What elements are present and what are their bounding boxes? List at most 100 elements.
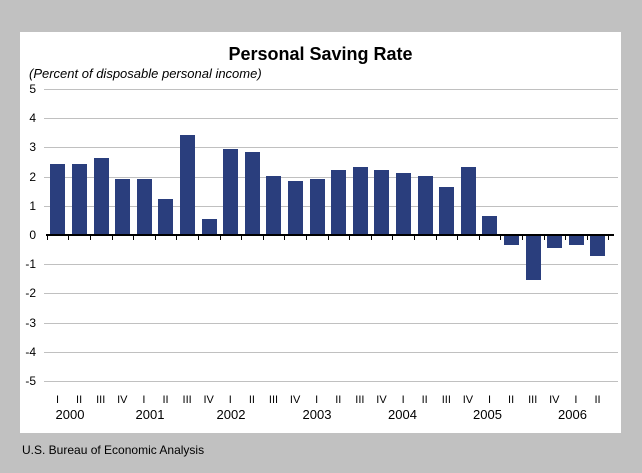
quarter-tick-label: II [421,394,428,406]
x-axis-tick [328,236,329,240]
chart-title: Personal Saving Rate [228,44,413,64]
quarter-tick-label: I [55,394,60,406]
x-axis-tick [47,236,48,240]
x-axis-tick [263,236,264,240]
bar [482,216,497,234]
bar [266,176,281,234]
y-tick-label: 2 [29,170,36,184]
x-axis-tick [522,236,523,240]
year-label: 2004 [388,407,417,422]
x-axis-tick [112,236,113,240]
bar [158,199,173,234]
bar [590,236,605,256]
year-label: 2000 [55,407,85,422]
bar [353,167,368,234]
gridline [44,89,618,90]
bar [310,179,325,234]
bar [374,170,389,234]
x-axis-tick [500,236,501,240]
bar [137,179,152,234]
bar [396,173,411,234]
x-axis-tick [241,236,242,240]
plot-area: 5 4 3 2 1 0 -1 -2 -3 -4 -5 I II III IV 2000 I II III IV 2001… [20,32,621,433]
y-tick-label: 5 [29,82,36,96]
bar [202,219,217,234]
x-axis-tick [349,236,350,240]
x-axis-tick [587,236,588,240]
quarter-tick-label: III [268,394,279,406]
year-label: 2001 [135,407,165,422]
bar [115,179,130,234]
quarter-tick-label: I [401,394,405,406]
chart-panel: Personal Saving Rate (Percent of disposa… [20,32,621,433]
bar [180,135,195,234]
x-axis-tick [90,236,91,240]
bar [526,236,541,280]
y-tick-label: -5 [25,374,36,388]
quarter-tick-label: II [335,394,342,406]
gridline [44,293,618,294]
y-tick-label: 3 [29,140,36,154]
x-axis-tick [457,236,458,240]
y-tick-label: 1 [29,199,36,213]
bar [418,176,433,234]
bar [94,158,109,234]
gridline [44,352,618,353]
quarter-tick-label: III [441,394,451,406]
x-axis-tick [565,236,566,240]
quarter-tick-label: I [574,394,578,406]
bar [288,181,303,234]
x-axis-tick [608,236,609,240]
quarter-tick-label: IV [376,394,387,406]
gridline [44,323,618,324]
quarter-tick-label: IV [549,394,560,406]
bar [547,236,562,248]
source-note: U.S. Bureau of Economic Analysis [22,443,205,457]
x-axis-tick [479,236,480,240]
x-axis-tick [371,236,372,240]
quarter-tick-label: IV [203,394,214,406]
y-tick-label: -2 [25,286,36,300]
x-axis-tick [392,236,393,240]
quarter-tick-label: II [162,394,169,406]
x-axis-tick [220,236,221,240]
quarter-tick-label: I [487,394,492,406]
quarter-tick-label: I [142,394,146,406]
x-axis-tick [155,236,156,240]
bar [72,164,87,234]
quarter-tick-label: IV [289,394,301,406]
quarter-tick-label: II [76,394,83,406]
quarter-tick-label: II [594,394,601,406]
chart-subtitle: (Percent of disposable personal income) [29,66,262,81]
y-tick-label: -3 [25,316,36,330]
y-tick-label: -4 [25,345,36,359]
year-label: 2006 [558,407,587,422]
gridline [44,264,618,265]
year-label: 2003 [302,407,332,422]
year-label: 2005 [473,407,502,422]
x-axis-tick [133,236,134,240]
zero-axis-line [46,234,614,236]
gridline [44,381,618,382]
x-axis-tick [436,236,437,240]
year-label: 2002 [216,407,246,422]
quarter-tick-label: I [228,394,232,406]
bar [461,167,476,234]
x-axis-tick [544,236,545,240]
quarter-tick-label: IV [462,394,474,406]
y-tick-label: 0 [29,228,36,242]
quarter-tick-label: IV [117,394,128,406]
quarter-tick-label: III [528,394,538,406]
bar [223,149,238,234]
x-axis-tick [414,236,415,240]
x-axis-tick [284,236,285,240]
bar [439,187,454,234]
gridline [44,147,618,148]
bar [245,152,260,234]
quarter-tick-label: III [355,394,365,406]
bar [569,236,584,245]
quarter-tick-label: III [182,394,192,406]
quarter-tick-label: II [248,394,255,406]
x-axis-tick [176,236,177,240]
x-axis-tick [198,236,199,240]
